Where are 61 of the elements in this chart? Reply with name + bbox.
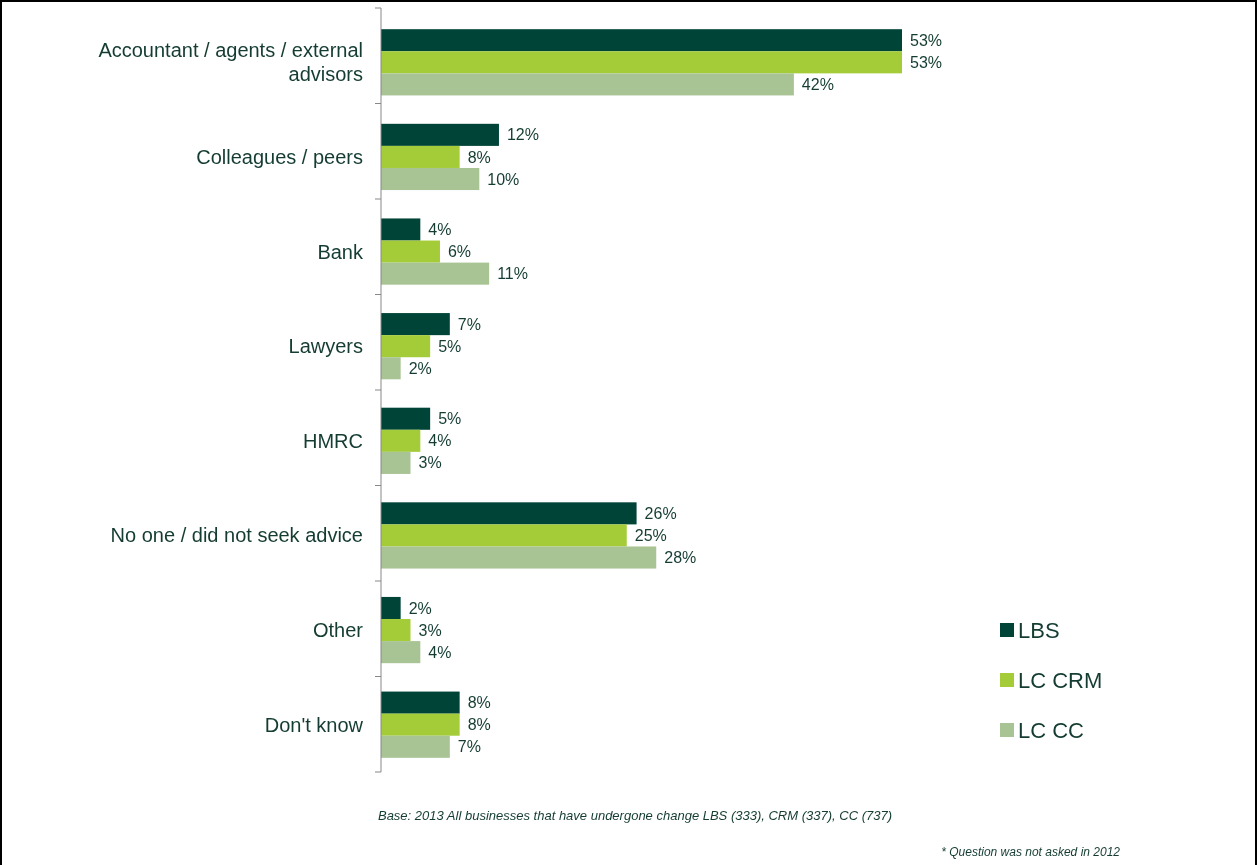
data-label: 7% <box>457 315 481 333</box>
bar <box>381 145 460 168</box>
data-label: 3% <box>418 454 442 472</box>
data-label: 3% <box>418 621 442 639</box>
y-tick-label: No one / did not seek advice <box>110 524 363 547</box>
bar <box>381 691 460 714</box>
legend-label: LBS <box>1018 617 1060 643</box>
bar <box>381 73 794 96</box>
bar <box>381 735 450 758</box>
data-label: 53% <box>910 31 943 49</box>
bar <box>381 451 411 474</box>
data-label: 7% <box>457 738 481 756</box>
data-label: 5% <box>438 337 462 355</box>
data-label: 53% <box>910 53 943 71</box>
bar <box>381 546 657 569</box>
bar <box>381 502 637 525</box>
data-label: 2% <box>408 359 432 377</box>
data-label: 26% <box>644 504 677 522</box>
data-label: 12% <box>506 126 539 144</box>
data-label: 6% <box>447 243 472 261</box>
data-label: 10% <box>487 170 520 188</box>
data-label: 8% <box>467 148 491 166</box>
data-label: 8% <box>467 694 491 712</box>
bar <box>381 123 499 146</box>
bar <box>381 619 411 642</box>
data-label: 4% <box>428 643 452 661</box>
data-label: 2% <box>408 599 432 617</box>
y-tick-label: Lawyers <box>288 335 363 358</box>
text: Base: 2013 All businesses that have undergone change LBS (333), CRM (337), CC (737) <box>377 808 893 823</box>
data-label: 4% <box>428 221 452 239</box>
bar <box>381 357 401 380</box>
data-label: 11% <box>497 265 528 283</box>
y-tick-label: Colleagues / peers <box>196 145 363 168</box>
y-tick-label: Accountant / agents / external advisors <box>98 39 363 86</box>
bar <box>381 218 421 241</box>
data-label: 28% <box>664 549 697 567</box>
bar <box>381 262 490 285</box>
bar <box>381 240 440 263</box>
data-label: 42% <box>801 75 834 93</box>
bar <box>381 524 627 547</box>
y-tick-label: HMRC <box>303 429 363 452</box>
bar <box>381 313 450 336</box>
bar <box>381 335 431 358</box>
bar <box>381 29 902 52</box>
bar <box>381 167 480 191</box>
data-label: 25% <box>634 527 667 545</box>
text: * Question was not asked in 2012 <box>941 845 1121 859</box>
bar <box>381 407 431 430</box>
bar <box>381 429 421 452</box>
bar <box>381 641 421 664</box>
bar <box>381 713 460 736</box>
y-tick-label: Other <box>312 619 364 642</box>
bar <box>381 51 902 74</box>
legend-label: LC CRM <box>1018 667 1103 693</box>
legend-label: LC CC <box>1018 717 1085 743</box>
bar <box>381 596 401 620</box>
y-tick-label: Bank <box>317 240 364 263</box>
y-tick-label: Don't know <box>264 713 364 736</box>
data-label: 5% <box>438 410 462 428</box>
data-label: 4% <box>428 432 452 450</box>
data-label: 8% <box>467 716 491 734</box>
